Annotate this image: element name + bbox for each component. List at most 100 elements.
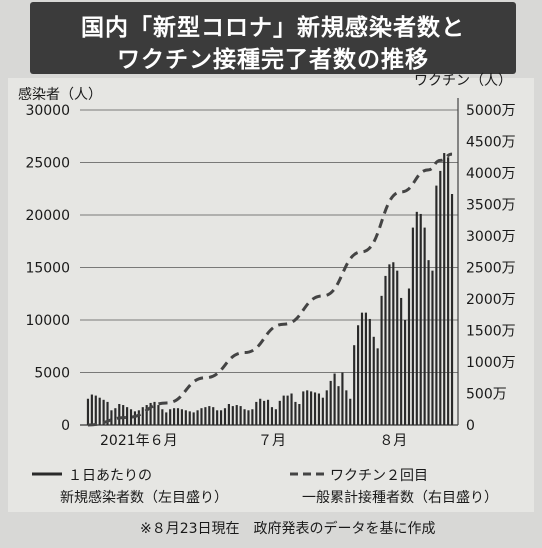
bar [423, 227, 426, 425]
bar [337, 386, 340, 425]
bar [368, 318, 371, 425]
bar [251, 409, 254, 425]
bar [86, 398, 90, 425]
bar [161, 409, 164, 425]
bar [204, 407, 207, 425]
right-tick-label: 3000万 [466, 229, 516, 245]
bar [376, 348, 379, 425]
right-tick-label: 1000万 [466, 355, 516, 371]
tick-labels: 30000 25000 20000 15000 10000 5000 0 5000万 4500万… [25, 103, 515, 449]
bar [137, 410, 140, 425]
bar [345, 390, 348, 425]
bar [106, 401, 109, 425]
bar [133, 411, 137, 425]
bar [341, 372, 344, 425]
bar [431, 270, 434, 425]
vaccine-line [87, 152, 453, 427]
bar [427, 260, 430, 425]
bar [329, 380, 332, 425]
left-tick-label: 25000 [25, 156, 70, 172]
title-banner: 国内「新型コロナ」新規感染者数と ワクチン接種完了者数の推移 [30, 2, 516, 74]
x-tick-label: ７月 [258, 433, 286, 449]
left-tick-label: 20000 [25, 208, 70, 224]
bar [200, 408, 203, 425]
x-tick-label: 2021年６月 [100, 433, 178, 449]
bar [247, 410, 250, 425]
bar [90, 394, 93, 425]
right-tick-label: 2500万 [466, 261, 516, 277]
bar [360, 312, 364, 425]
bar [357, 325, 360, 425]
bar [403, 320, 407, 425]
bar [411, 227, 414, 425]
bar [353, 345, 356, 425]
bar [282, 395, 285, 425]
legend-bar-label-line1: １日あたりの [68, 468, 152, 484]
bar [286, 395, 289, 425]
bar [176, 408, 180, 425]
bar [380, 295, 383, 425]
bar [313, 392, 317, 425]
bar [141, 407, 144, 425]
bar [333, 373, 336, 425]
bar [270, 407, 274, 425]
bar [188, 411, 191, 425]
right-tick-label: 4500万 [466, 135, 516, 151]
chart-panel [8, 78, 534, 512]
bar [173, 408, 176, 425]
bar [196, 410, 199, 425]
bar [278, 400, 281, 425]
bar [122, 405, 125, 425]
bar [298, 404, 301, 425]
right-tick-label: 500万 [466, 387, 507, 403]
bar [435, 185, 438, 425]
bar [302, 391, 305, 425]
right-tick-label: 3500万 [466, 198, 516, 214]
bar [290, 393, 293, 425]
bar [447, 157, 450, 425]
bar [118, 404, 121, 425]
bar [364, 312, 367, 425]
bar [102, 399, 105, 425]
bar [443, 153, 446, 426]
right-tick-label: 0 [466, 418, 475, 434]
bar [384, 275, 387, 425]
bar [94, 395, 97, 425]
bar [396, 270, 399, 425]
bar [114, 408, 117, 425]
bar [259, 398, 262, 425]
right-axis-label: ワクチン（人） [414, 73, 512, 89]
bar [192, 412, 195, 425]
bar [129, 409, 133, 425]
legend-line-label-line2: 一般累計接種者数（右目盛り） [302, 490, 498, 506]
bar [227, 404, 230, 425]
bar [450, 194, 454, 425]
bar [321, 397, 324, 425]
bar [349, 398, 352, 425]
legend-bar-label-line2: 新規感染者数（左目盛り） [60, 490, 228, 506]
bar [145, 405, 148, 425]
bar [274, 409, 277, 425]
bar [219, 410, 223, 425]
bar [98, 397, 101, 425]
bar [126, 407, 129, 425]
bar [310, 391, 313, 425]
left-tick-label: 10000 [25, 313, 70, 329]
bar [407, 288, 411, 425]
bar [169, 409, 172, 425]
bar [243, 409, 246, 425]
bar [110, 410, 113, 425]
bar [372, 336, 375, 425]
bar [208, 406, 211, 425]
bar [216, 410, 219, 425]
bar-series [86, 153, 454, 426]
chart-title-line1: 国内「新型コロナ」新規感染者数と [81, 15, 465, 41]
bar [419, 213, 422, 425]
bar [184, 410, 187, 425]
left-tick-label: 15000 [25, 261, 70, 277]
bar [180, 409, 183, 425]
bar [153, 401, 156, 425]
bar [266, 399, 270, 425]
bar [212, 407, 215, 425]
